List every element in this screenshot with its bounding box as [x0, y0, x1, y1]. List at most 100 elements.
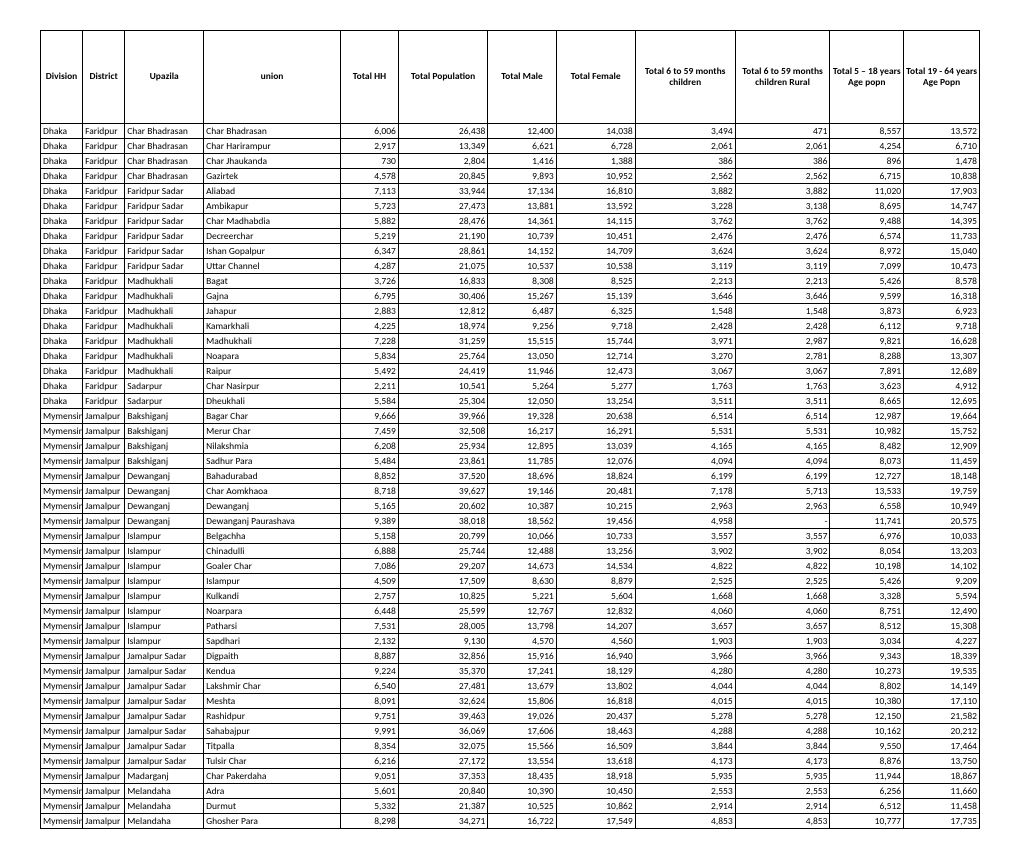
table-cell: 11,946 [488, 364, 556, 379]
table-cell: 4,173 [635, 754, 735, 769]
table-cell: 1,763 [735, 379, 830, 394]
table-cell: Islampur [125, 619, 204, 634]
table-cell: Faridpur [83, 289, 125, 304]
table-cell: 8,288 [830, 349, 904, 364]
table-row: MymensinghJamalpurMelandahaDurmut5,33221… [41, 799, 980, 814]
table-cell: 10,949 [904, 499, 980, 514]
table-cell: 386 [635, 154, 735, 169]
table-cell: Dhaka [41, 304, 83, 319]
table-cell: Sapdhari [204, 634, 341, 649]
table-row: MymensinghJamalpurJamalpur SadarTitpalla… [41, 739, 980, 754]
table-row: MymensinghJamalpurJamalpur SadarLakshmir… [41, 679, 980, 694]
table-row: MymensinghJamalpurBakshiganjNilakshmia6,… [41, 439, 980, 454]
table-cell: Jamalpur [83, 559, 125, 574]
table-cell: Jamalpur [83, 679, 125, 694]
table-cell: 10,450 [556, 784, 635, 799]
table-cell: 4,044 [635, 679, 735, 694]
table-row: MymensinghJamalpurJamalpur SadarRashidpu… [41, 709, 980, 724]
table-cell: 8,557 [830, 124, 904, 139]
table-cell: Kendua [204, 664, 341, 679]
table-cell: 8,054 [830, 544, 904, 559]
table-cell: Raipur [204, 364, 341, 379]
table-cell: 18,148 [904, 469, 980, 484]
table-cell: 11,020 [830, 184, 904, 199]
table-cell: Jamalpur [83, 589, 125, 604]
table-cell: 32,856 [398, 649, 487, 664]
table-cell: 6,487 [488, 304, 556, 319]
table-cell: 16,217 [488, 424, 556, 439]
table-cell: 10,387 [488, 499, 556, 514]
table-cell: Faridpur [83, 394, 125, 409]
table-cell: 13,254 [556, 394, 635, 409]
table-cell: 21,190 [398, 229, 487, 244]
table-cell: 4,254 [830, 139, 904, 154]
table-cell: 6,514 [635, 409, 735, 424]
table-cell: 1,903 [635, 634, 735, 649]
table-cell: 20,845 [398, 169, 487, 184]
table-cell: 6,710 [904, 139, 980, 154]
table-cell: 3,067 [635, 364, 735, 379]
table-cell: Bakshiganj [125, 424, 204, 439]
table-cell: 9,893 [488, 169, 556, 184]
table-cell: 4,015 [635, 694, 735, 709]
table-cell: Dhaka [41, 289, 83, 304]
table-cell: Bakshiganj [125, 439, 204, 454]
table-cell: 10,537 [488, 259, 556, 274]
table-cell: 3,624 [735, 244, 830, 259]
table-cell: 2,562 [735, 169, 830, 184]
table-cell: Dhaka [41, 334, 83, 349]
table-cell: 13,307 [904, 349, 980, 364]
table-cell: 4,044 [735, 679, 830, 694]
table-cell: 3,034 [830, 634, 904, 649]
table-cell: Decreerchar [204, 229, 341, 244]
table-cell: Digpaith [204, 649, 341, 664]
table-cell: 5,935 [735, 769, 830, 784]
table-cell: Mymensingh [41, 649, 83, 664]
table-cell: 15,139 [556, 289, 635, 304]
table-cell: Dhaka [41, 154, 83, 169]
table-cell: 18,463 [556, 724, 635, 739]
table-cell: 6,540 [340, 679, 398, 694]
table-cell: Islampur [204, 574, 341, 589]
table-cell: 4,060 [735, 604, 830, 619]
table-cell: 4,560 [556, 634, 635, 649]
table-cell: 9,209 [904, 574, 980, 589]
col-union: union [204, 31, 341, 124]
table-cell: Bakshiganj [125, 409, 204, 424]
table-cell: 4,225 [340, 319, 398, 334]
table-cell: Jamalpur [83, 574, 125, 589]
table-cell: 16,628 [904, 334, 980, 349]
table-cell: 3,646 [735, 289, 830, 304]
table-cell: 5,426 [830, 574, 904, 589]
table-cell: 5,158 [340, 529, 398, 544]
table-cell: 1,388 [556, 154, 635, 169]
table-cell: Uttar Channel [204, 259, 341, 274]
table-cell: Sadarpur [125, 379, 204, 394]
table-row: MymensinghJamalpurMadarganjChar Pakerdah… [41, 769, 980, 784]
table-cell: Dhaka [41, 319, 83, 334]
table-cell: 18,339 [904, 649, 980, 664]
table-cell: 6,347 [340, 244, 398, 259]
table-cell: 10,777 [830, 814, 904, 829]
table-cell: Jamalpur [83, 529, 125, 544]
table-cell: 10,862 [556, 799, 635, 814]
table-cell: Madarganj [125, 769, 204, 784]
table-cell: 13,750 [904, 754, 980, 769]
table-cell: 16,291 [556, 424, 635, 439]
table-row: MymensinghJamalpurIslampurChinadulli6,88… [41, 544, 980, 559]
table-cell: Gajna [204, 289, 341, 304]
table-cell: 13,679 [488, 679, 556, 694]
table-cell: 11,733 [904, 229, 980, 244]
table-cell: 12,050 [488, 394, 556, 409]
table-cell: Jamalpur [83, 814, 125, 829]
table-cell: 10,033 [904, 529, 980, 544]
table-cell: 13,572 [904, 124, 980, 139]
table-cell: Jamalpur [83, 424, 125, 439]
col-upazila: Upazila [125, 31, 204, 124]
table-cell: 4,958 [635, 514, 735, 529]
table-cell: 32,508 [398, 424, 487, 439]
table-cell: 19,026 [488, 709, 556, 724]
table-cell: Dheukhali [204, 394, 341, 409]
table-cell: Jamalpur [83, 784, 125, 799]
table-cell: 19,146 [488, 484, 556, 499]
